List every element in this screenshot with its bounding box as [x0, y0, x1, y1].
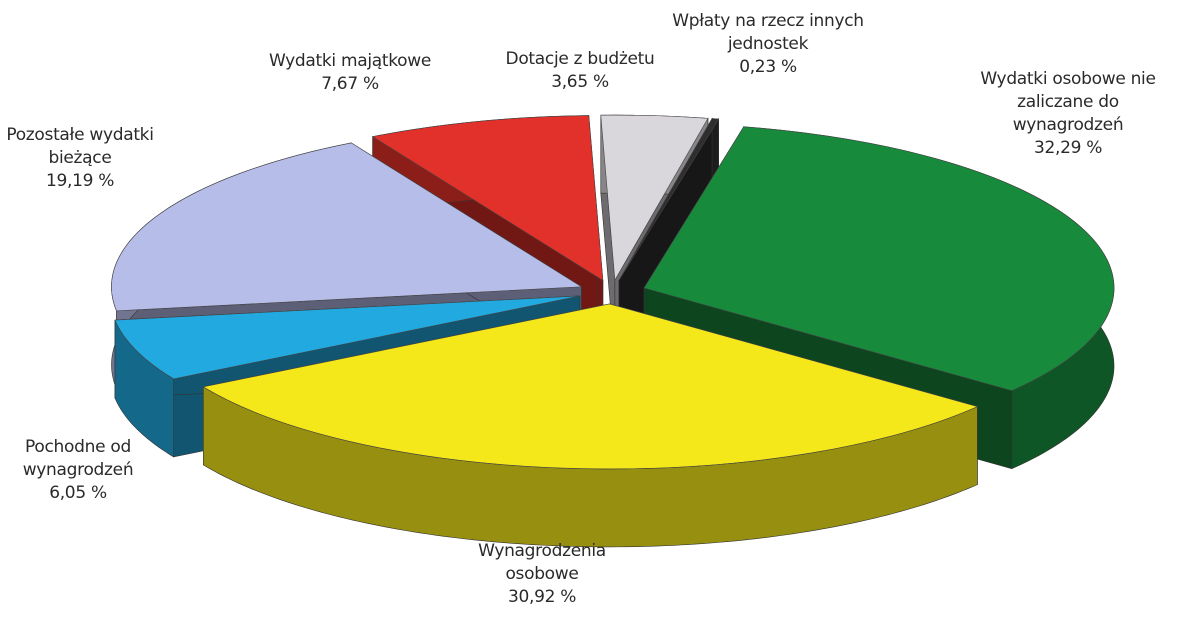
label-value: 0,23 % — [739, 57, 797, 77]
label-value: 3,65 % — [551, 72, 609, 92]
label-name: Pozostałe wydatki bieżące — [6, 125, 154, 168]
label-name: Wydatki osobowe nie zaliczane do wynagro… — [980, 69, 1156, 135]
slice-label: Wpłaty na rzecz innych jednostek 0,23 % — [643, 10, 893, 79]
slice — [114, 295, 580, 380]
slice-label: Pochodne od wynagrodzeń 6,05 % — [0, 436, 158, 505]
slice — [371, 115, 604, 282]
label-name: Pochodne od wynagrodzeń — [22, 437, 134, 480]
slice-label: Wynagrodzenia osobowe 30,92 % — [452, 540, 632, 609]
slice — [618, 118, 720, 281]
slice-label: Pozostałe wydatki bieżące 19,19 % — [0, 124, 165, 193]
label-value: 7,67 % — [321, 74, 379, 94]
slice — [202, 303, 979, 470]
slice-label: Wydatki osobowe nie zaliczane do wynagro… — [963, 68, 1173, 160]
label-name: Wynagrodzenia osobowe — [478, 541, 606, 584]
slice-label: Wydatki majątkowe 7,67 % — [240, 50, 460, 96]
label-value: 30,92 % — [507, 587, 577, 607]
label-name: Dotacje z budżetu — [505, 49, 655, 69]
slice — [202, 303, 979, 548]
label-name: Wydatki majątkowe — [268, 51, 432, 71]
slice — [643, 126, 1115, 392]
label-value: 6,05 % — [49, 483, 107, 503]
slice — [111, 142, 583, 312]
label-name: Wpłaty na rzecz innych jednostek — [672, 11, 864, 54]
slice — [600, 114, 709, 282]
label-value: 32,29 % — [1033, 138, 1103, 158]
label-value: 19,19 % — [45, 171, 115, 191]
slice-label: Dotacje z budżetu 3,65 % — [480, 48, 680, 94]
